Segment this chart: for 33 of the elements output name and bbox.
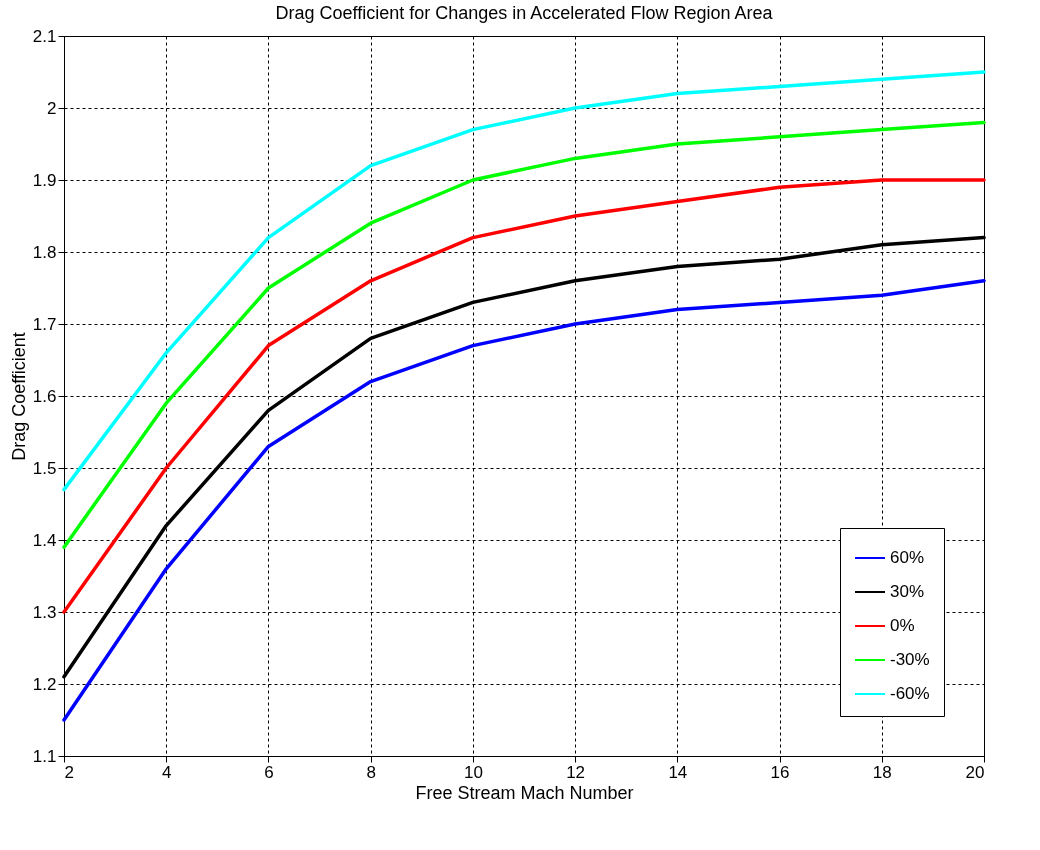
line-series — [62, 178, 986, 614]
x-tick-label: 12 — [566, 762, 586, 782]
legend-label: -60% — [890, 684, 930, 703]
x-tick-label: 16 — [770, 762, 790, 782]
x-tick-label: 14 — [668, 762, 688, 782]
line-series — [62, 279, 986, 722]
line-series — [62, 120, 986, 549]
legend-label: 60% — [890, 548, 925, 567]
x-tick-label: 6 — [264, 762, 274, 782]
y-axis-title: Drag Coefficient — [8, 332, 29, 461]
y-tick-label: 1.7 — [32, 314, 57, 334]
x-tick-label: 2 — [64, 762, 74, 782]
line-series — [62, 70, 986, 492]
x-tick-label: 20 — [965, 762, 985, 782]
y-tick-label: 1.9 — [32, 170, 57, 190]
y-tick-label: 1.6 — [32, 386, 57, 406]
y-tick-label: 1.1 — [32, 746, 57, 766]
x-tick-label: 18 — [872, 762, 892, 782]
chart-title: Drag Coefficient for Changes in Accelerated Flow Region Area — [275, 3, 774, 23]
x-tick-label: 4 — [161, 762, 172, 782]
y-tick-label: 1.8 — [32, 242, 57, 262]
legend-label: 30% — [890, 582, 925, 601]
legend-label: 0% — [890, 616, 915, 635]
x-axis-title: Free Stream Mach Number — [415, 782, 634, 803]
y-tick-label: 2 — [47, 98, 57, 118]
y-tick-label: 1.5 — [32, 458, 57, 478]
y-tick-label: 1.2 — [32, 674, 57, 694]
y-tick-label: 1.4 — [32, 530, 57, 550]
x-tick-label: 10 — [463, 762, 483, 782]
legend-label: -30% — [890, 650, 930, 669]
x-tick-label: 8 — [366, 762, 376, 782]
y-tick-label: 1.3 — [32, 602, 57, 622]
y-tick-label: 2.1 — [32, 26, 57, 46]
